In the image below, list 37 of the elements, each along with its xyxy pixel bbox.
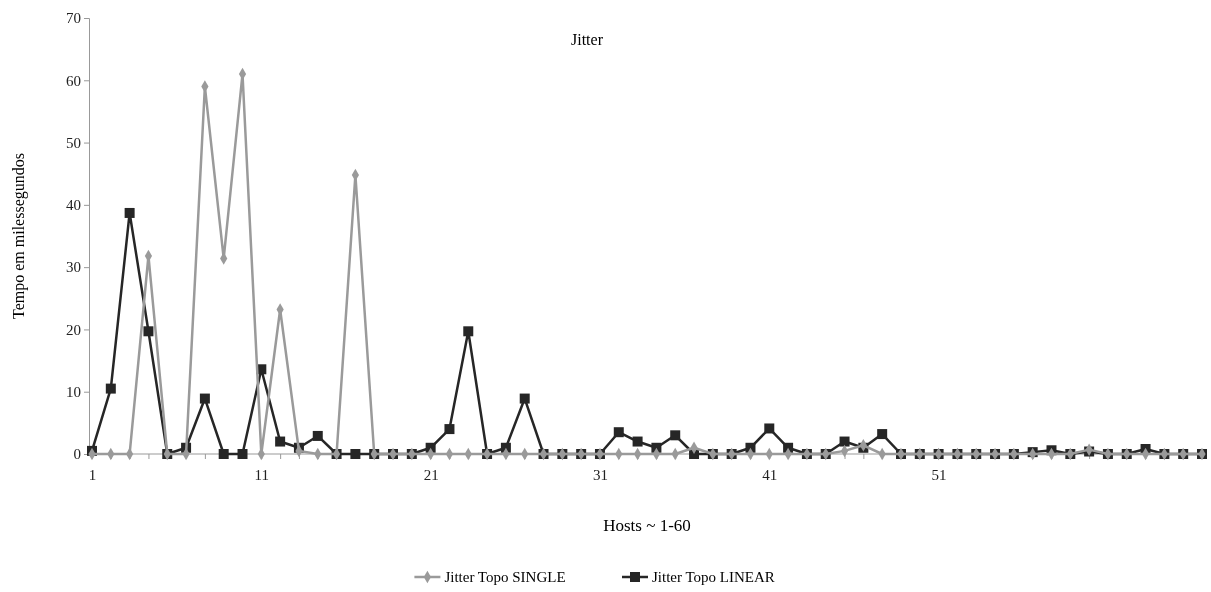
point: [199, 393, 210, 404]
point: [105, 383, 116, 394]
legend-label: Jitter Topo LINEAR: [652, 569, 775, 585]
y-tick-label: 10: [66, 384, 81, 401]
y-tick-label: 30: [66, 259, 81, 276]
text: Jitter: [571, 31, 604, 48]
y-axis-title: Tempo em milessegundos: [10, 153, 28, 319]
x-tick-label: 41: [762, 466, 778, 483]
x-tick-label: 21: [423, 466, 439, 483]
point: [632, 436, 643, 447]
y-tick-label: 60: [66, 72, 81, 89]
point: [444, 424, 455, 435]
point: [519, 393, 530, 404]
point: [839, 436, 850, 447]
y-tick-label: 0: [73, 446, 81, 463]
point: [237, 449, 248, 459]
y-tick-label: 50: [66, 134, 81, 151]
point: [312, 430, 323, 441]
x-tick-label: 11: [254, 466, 270, 483]
point: [218, 449, 229, 459]
y-tick-label: 70: [66, 10, 81, 27]
point: [764, 423, 775, 434]
y-tick-label: 40: [66, 197, 81, 214]
y-tick-label: 20: [66, 321, 81, 338]
x-tick-label: 1: [88, 466, 97, 483]
x-tick-label: 51: [931, 466, 947, 483]
point: [275, 436, 286, 447]
point: [143, 326, 154, 337]
point: [124, 207, 135, 218]
point: [463, 326, 474, 337]
x-axis-title: Hosts ~ 1-60: [603, 516, 691, 535]
x-tick-label: 31: [592, 466, 608, 483]
point: [877, 429, 888, 440]
point: [670, 430, 681, 441]
point: [350, 449, 361, 459]
point: [613, 427, 624, 438]
legend-label: Jitter Topo SINGLE: [444, 569, 566, 585]
